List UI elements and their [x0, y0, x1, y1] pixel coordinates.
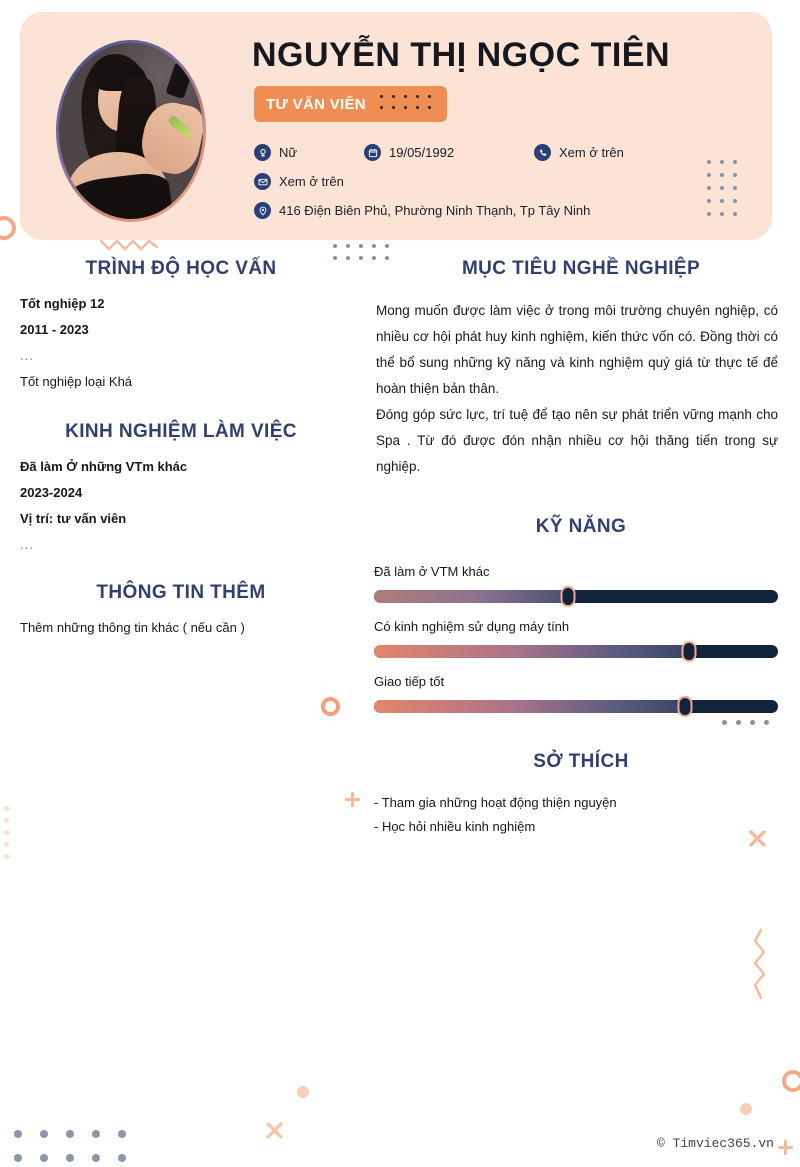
- squiggle-decoration-right: [752, 928, 770, 1000]
- skill-item: Giao tiếp tốt: [374, 674, 778, 717]
- avatar-image: [59, 43, 203, 219]
- skill-slider[interactable]: [374, 586, 778, 607]
- skill-slider-fill: [374, 700, 686, 713]
- skill-label: Có kinh nghiệm sử dụng máy tính: [374, 619, 570, 634]
- contact-phone-text: Xem ở trên: [559, 145, 624, 160]
- skill-slider[interactable]: [374, 641, 778, 662]
- dot-decoration-bottom-right: [740, 1103, 752, 1115]
- hobby-item: - Học hỏi nhiều kinh nghiệm: [374, 819, 536, 834]
- education-line: 2011 - 2023: [20, 322, 89, 337]
- section-title-skills: KỸ NĂNG: [535, 516, 627, 537]
- email-icon: [254, 173, 271, 190]
- avatar: [56, 40, 206, 222]
- education-line: ...: [20, 348, 34, 363]
- additional-line: Thêm những thông tin khác ( nếu cần ): [20, 620, 245, 635]
- ring-decoration-bottom-right: [782, 1070, 800, 1092]
- dot-grid-decoration-bottom-left: [14, 1130, 144, 1167]
- cross-decoration-bottom: [265, 1121, 284, 1140]
- skill-label: Giao tiếp tốt: [374, 674, 445, 689]
- dot-column-decoration-left: [4, 806, 12, 866]
- skill-slider-fill: [374, 590, 568, 603]
- objective-paragraph: Đóng góp sức lực, trí tuệ để tạo nên sự …: [376, 407, 778, 474]
- section-title-additional: THÔNG TIN THÊM: [96, 582, 266, 603]
- skill-label: Đã làm ở VTM khác: [374, 564, 490, 579]
- experience-line: Vị trí: tư vấn viên: [20, 511, 127, 526]
- skill-slider-fill: [374, 645, 690, 658]
- candidate-name: NGUYỄN THỊ NGỌC TIÊN: [252, 36, 671, 74]
- contact-gender: Nữ: [254, 144, 364, 161]
- contact-birthday: 19/05/1992: [364, 144, 534, 161]
- skill-item: Có kinh nghiệm sử dụng máy tính: [374, 619, 778, 662]
- gender-icon: [254, 144, 271, 161]
- skill-slider-thumb[interactable]: [677, 696, 693, 717]
- footer-watermark: © Timviec365.vn: [656, 1136, 774, 1151]
- additional-body: Thêm những thông tin khác ( nếu cần ): [0, 620, 362, 635]
- experience-body: Đã làm Ở những VTm khác 2023-2024 Vị trí…: [0, 459, 362, 552]
- calendar-icon: [364, 144, 381, 161]
- contact-row-1: Nữ 19/05/1992 Xem ở trên: [254, 144, 754, 161]
- dot-decoration-bottom-center: [297, 1086, 309, 1098]
- skill-slider-thumb[interactable]: [560, 586, 576, 607]
- header-card: NGUYỄN THỊ NGỌC TIÊN TƯ VẤN VIÊN Nữ: [20, 12, 772, 240]
- objective-body: Mong muốn được làm việc ở trong môi trườ…: [362, 298, 800, 480]
- phone-icon: [534, 144, 551, 161]
- contact-info: Nữ 19/05/1992 Xem ở trên: [254, 144, 754, 219]
- contact-birthday-text: 19/05/1992: [389, 145, 455, 160]
- section-title-experience: KINH NGHIỆM LÀM VIỆC: [65, 421, 297, 442]
- contact-address-text: 416 Điện Biên Phủ, Phường Ninh Thạnh, Tp…: [279, 203, 591, 218]
- section-title-objective: MỤC TIÊU NGHỀ NGHIỆP: [461, 258, 701, 279]
- contact-email: Xem ở trên: [254, 173, 344, 190]
- experience-line: ...: [20, 537, 34, 552]
- hobbies-body: - Tham gia những hoạt động thiện nguyện …: [362, 795, 800, 834]
- section-title-hobbies: SỞ THÍCH: [533, 751, 629, 772]
- ring-decoration-middle: [321, 697, 340, 716]
- experience-line: Đã làm Ở những VTm khác: [20, 459, 188, 474]
- location-icon: [254, 202, 271, 219]
- contact-gender-text: Nữ: [279, 145, 298, 160]
- contact-address: 416 Điện Biên Phủ, Phường Ninh Thạnh, Tp…: [254, 202, 590, 219]
- contact-row-3: 416 Điện Biên Phủ, Phường Ninh Thạnh, Tp…: [254, 202, 754, 219]
- skill-slider-thumb[interactable]: [681, 641, 697, 662]
- skill-slider[interactable]: [374, 696, 778, 717]
- job-title-label: TƯ VẤN VIÊN: [266, 95, 366, 113]
- contact-row-2: Xem ở trên: [254, 173, 754, 190]
- section-title-education: TRÌNH ĐỘ HỌC VẤN: [85, 258, 277, 279]
- objective-paragraph: Mong muốn được làm việc ở trong môi trườ…: [376, 303, 778, 396]
- dot-grid-decoration-header: [707, 160, 746, 225]
- plus-decoration-middle: [345, 792, 360, 807]
- education-body: Tốt nghiệp 12 2011 - 2023 ... Tốt nghiệp…: [0, 296, 362, 389]
- skills-body: Đã làm ở VTM khác Có kinh nghiệm sử dụng…: [362, 564, 800, 717]
- education-line: Tốt nghiệp loại Khá: [20, 374, 133, 389]
- badge-dot-pattern: [379, 95, 435, 113]
- contact-email-text: Xem ở trên: [279, 174, 344, 189]
- zigzag-decoration-left: [99, 238, 159, 252]
- job-title-badge: TƯ VẤN VIÊN: [254, 86, 447, 122]
- experience-line: 2023-2024: [20, 485, 83, 500]
- hobby-item: - Tham gia những hoạt động thiện nguyện: [374, 795, 617, 810]
- left-column: TRÌNH ĐỘ HỌC VẤN Tốt nghiệp 12 2011 - 20…: [0, 258, 362, 646]
- right-column: MỤC TIÊU NGHỀ NGHIỆP Mong muốn được làm …: [362, 258, 800, 843]
- contact-phone: Xem ở trên: [534, 144, 624, 161]
- ring-decoration-left-top: [0, 216, 16, 240]
- education-line: Tốt nghiệp 12: [20, 296, 105, 311]
- plus-decoration-bottom-right: [778, 1140, 793, 1155]
- skill-item: Đã làm ở VTM khác: [374, 564, 778, 607]
